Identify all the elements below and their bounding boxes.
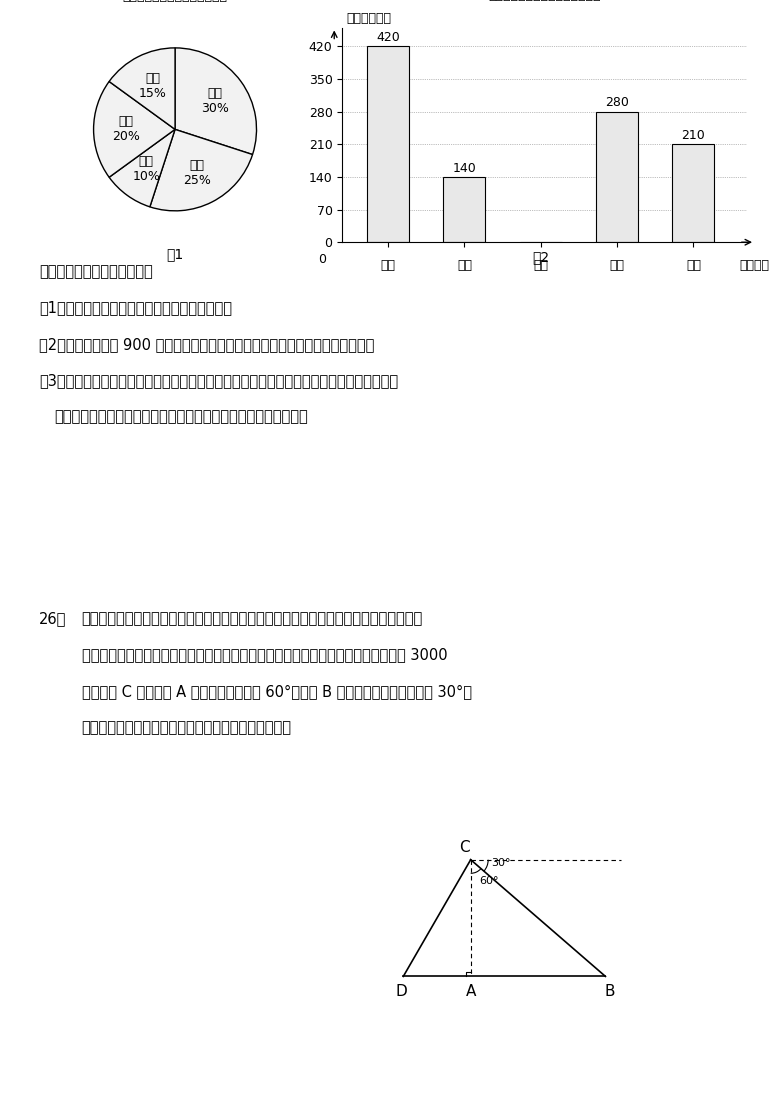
Text: （1）请补全条形统计图并在图中标明相应数据；: （1）请补全条形统计图并在图中标明相应数据； bbox=[39, 301, 232, 316]
Bar bbox=[596, 111, 638, 242]
Text: C: C bbox=[460, 840, 470, 855]
Text: 环保: 环保 bbox=[533, 259, 548, 272]
Text: B: B bbox=[604, 984, 615, 1000]
Text: D: D bbox=[395, 984, 407, 1000]
Text: 210: 210 bbox=[682, 129, 706, 142]
Text: 反腐: 反腐 bbox=[610, 259, 625, 272]
Text: 140: 140 bbox=[453, 162, 476, 175]
Text: 图2: 图2 bbox=[532, 250, 549, 264]
Text: 其它
15%: 其它 15% bbox=[139, 72, 166, 100]
Text: 教育: 教育 bbox=[457, 259, 472, 272]
Text: 请问：此时渔政船和渔船相距多远？（结果保留根号）: 请问：此时渔政船和渔船相距多远？（结果保留根号） bbox=[82, 720, 292, 735]
Text: 机抽取两人进行座谈，则抽取的两人恰好是甲和乙的概率是多少．: 机抽取两人进行座谈，则抽取的两人恰好是甲和乙的概率是多少． bbox=[54, 410, 308, 425]
Text: 立即调遣一架直升飞机和一艘刚在南海巡航的渔政船前往救援．当飞机到达距离海面 3000: 立即调遣一架直升飞机和一艘刚在南海巡航的渔政船前往救援．当飞机到达距离海面 30… bbox=[82, 647, 447, 663]
Text: 教育
25%: 教育 25% bbox=[184, 159, 211, 187]
Text: （2）若广安市约有 900 万人口，请你估计最关注环保问题的人数约为多少万人？: （2）若广安市约有 900 万人口，请你估计最关注环保问题的人数约为多少万人？ bbox=[39, 337, 374, 352]
Bar bbox=[367, 46, 409, 242]
Text: （3）在这次调查中，某单位共有甲、乙、丙、丁四人最关注教育问题，现准备从这四人中随: （3）在这次调查中，某单位共有甲、乙、丙、丁四人最关注教育问题，现准备从这四人中… bbox=[39, 373, 398, 389]
Text: A: A bbox=[465, 984, 476, 1000]
Text: 热点问题: 热点问题 bbox=[739, 259, 769, 272]
Text: 反腐
20%: 反腐 20% bbox=[112, 116, 140, 143]
Wedge shape bbox=[109, 47, 175, 129]
Text: 某日，正在我国南海海域作业的一艘大型渔船突然发生险情，相关部门接到求救信号后，: 某日，正在我国南海海域作业的一艘大型渔船突然发生险情，相关部门接到求救信号后， bbox=[82, 611, 423, 626]
Bar bbox=[443, 177, 485, 242]
Text: 30°: 30° bbox=[491, 858, 510, 868]
Text: 26．: 26． bbox=[39, 611, 66, 626]
Text: 280: 280 bbox=[605, 96, 629, 109]
Text: 环保
10%: 环保 10% bbox=[132, 155, 160, 183]
Text: 网民关注的热点问题情况统计图: 网民关注的热点问题情况统计图 bbox=[123, 0, 227, 3]
Text: 其它: 其它 bbox=[686, 259, 701, 272]
Text: 关注的热点问题的网民人数统计图: 关注的热点问题的网民人数统计图 bbox=[489, 0, 601, 2]
Text: 60°: 60° bbox=[479, 876, 499, 886]
Text: 人数（万人）: 人数（万人） bbox=[346, 12, 391, 25]
Wedge shape bbox=[109, 129, 175, 207]
Text: 0: 0 bbox=[318, 253, 326, 266]
Bar bbox=[672, 144, 714, 242]
Text: 根据以上信息解答下列问题：: 根据以上信息解答下列问题： bbox=[39, 264, 152, 280]
Wedge shape bbox=[175, 47, 257, 154]
Text: 米的高空 C 处，测得 A 处渔政船的俯角为 60°，测得 B 处发生险情渔船的俯角为 30°，: 米的高空 C 处，测得 A 处渔政船的俯角为 60°，测得 B 处发生险情渔船的… bbox=[82, 684, 471, 699]
Wedge shape bbox=[93, 81, 175, 177]
Wedge shape bbox=[150, 129, 253, 210]
Text: 消费: 消费 bbox=[380, 259, 396, 272]
Text: 420: 420 bbox=[377, 31, 400, 44]
Text: 图1: 图1 bbox=[166, 248, 184, 262]
Text: 消费
30%: 消费 30% bbox=[201, 87, 229, 115]
